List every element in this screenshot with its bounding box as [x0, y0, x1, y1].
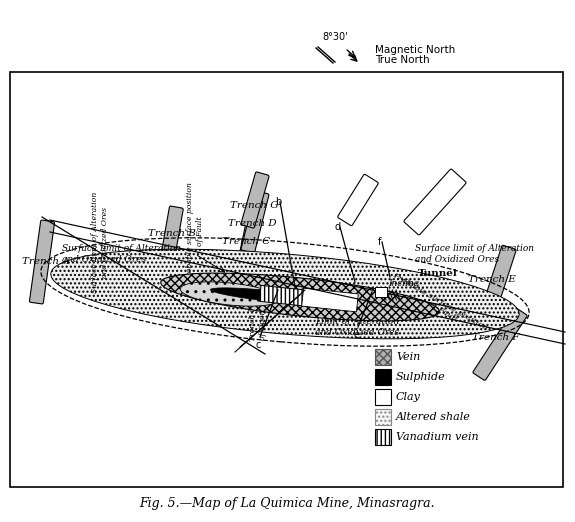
Text: Vein: Vein	[396, 352, 420, 362]
FancyBboxPatch shape	[29, 220, 55, 304]
Text: Probable surface position: Probable surface position	[391, 271, 489, 333]
Text: Probable surface position
of Fault: Probable surface position of Fault	[186, 182, 204, 281]
FancyBboxPatch shape	[241, 191, 269, 253]
Text: Clay: Clay	[396, 392, 421, 402]
Text: Limit of Alteration
and Oxidized Ores: Limit of Alteration and Oxidized Ores	[315, 317, 399, 337]
Text: Trench C: Trench C	[222, 238, 270, 246]
Bar	[375, 349, 391, 365]
Text: c: c	[255, 340, 260, 350]
Text: Trench E: Trench E	[468, 276, 516, 284]
Text: Magnetic North: Magnetic North	[375, 45, 455, 55]
Ellipse shape	[161, 273, 439, 321]
Text: Vanadium vein: Vanadium vein	[396, 432, 478, 442]
Text: Altered shale: Altered shale	[396, 412, 471, 422]
Bar	[375, 429, 391, 445]
Text: Surface limit of Alteration
and Oxidized Ores: Surface limit of Alteration and Oxidized…	[91, 192, 109, 293]
Bar	[375, 287, 387, 297]
Text: Surface limit of Alteration
and Oxidized Ores: Surface limit of Alteration and Oxidized…	[62, 244, 181, 264]
FancyBboxPatch shape	[157, 206, 183, 282]
Text: Trench limit
of Open Cut: Trench limit of Open Cut	[250, 293, 267, 341]
Bar	[375, 409, 391, 425]
Text: Trench G: Trench G	[230, 201, 278, 210]
Ellipse shape	[51, 249, 519, 339]
Text: 8°30': 8°30'	[322, 32, 348, 42]
FancyBboxPatch shape	[480, 245, 516, 319]
FancyBboxPatch shape	[404, 169, 466, 235]
Text: d: d	[335, 222, 341, 232]
Text: Sulphide: Sulphide	[396, 372, 446, 382]
Ellipse shape	[210, 288, 350, 306]
Text: b: b	[275, 197, 281, 207]
Bar	[10, 72, 563, 487]
Ellipse shape	[180, 282, 280, 306]
Bar	[302, 288, 358, 312]
FancyBboxPatch shape	[473, 307, 527, 381]
Text: Trench D: Trench D	[228, 219, 277, 229]
Text: e: e	[353, 330, 359, 340]
Text: Trench A: Trench A	[22, 257, 70, 267]
Text: Surface limit of Alteration
and Oxidized Ores: Surface limit of Alteration and Oxidized…	[415, 244, 534, 264]
Bar	[375, 369, 391, 385]
Text: Trench B: Trench B	[148, 230, 196, 239]
FancyBboxPatch shape	[241, 172, 269, 228]
FancyBboxPatch shape	[338, 174, 378, 226]
Bar	[259, 286, 331, 309]
Text: of Fault: of Fault	[427, 301, 459, 324]
Text: f: f	[378, 237, 382, 247]
Text: Trench F: Trench F	[472, 333, 519, 341]
Text: Incline: Incline	[388, 279, 419, 289]
Text: Tunnel: Tunnel	[418, 269, 458, 279]
Text: Fig. 5.—Map of La Quimica Mine, Minasragra.: Fig. 5.—Map of La Quimica Mine, Minasrag…	[139, 497, 435, 511]
FancyBboxPatch shape	[235, 212, 262, 281]
Text: True North: True North	[375, 55, 430, 65]
Bar	[375, 389, 391, 405]
